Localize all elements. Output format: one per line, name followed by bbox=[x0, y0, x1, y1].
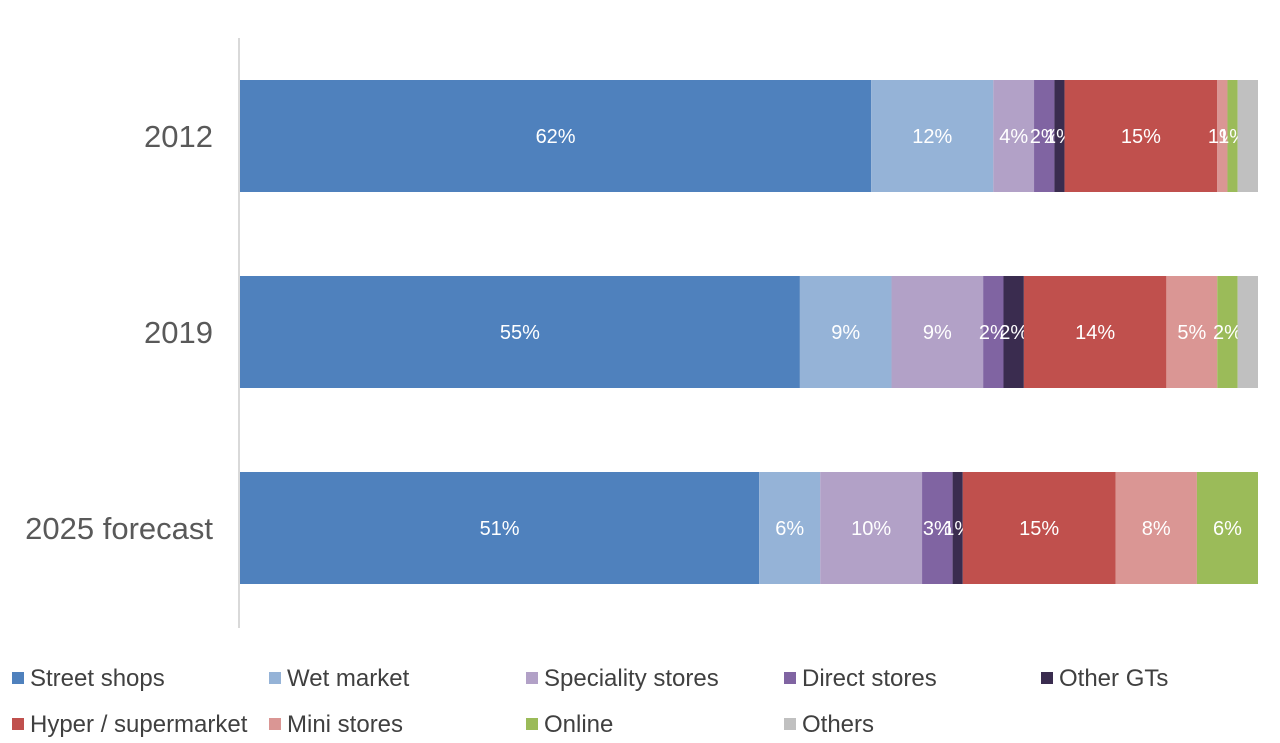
data-label-street-shops-2012: 62% bbox=[536, 126, 576, 148]
data-label-other-gts-2019: 2% bbox=[999, 322, 1028, 344]
bar-segment-speciality-stores-2019 bbox=[891, 276, 984, 388]
data-label-wet-market-2012: 12% bbox=[912, 126, 952, 148]
legend-swatch-street-shops bbox=[12, 672, 24, 684]
bar-segment-speciality-stores-2025-forecast bbox=[820, 472, 923, 584]
bar-segment-online-2025-forecast bbox=[1196, 472, 1258, 584]
data-label-speciality-stores-2019: 9% bbox=[923, 322, 952, 344]
bar-segment-other-gts-2019 bbox=[1003, 276, 1024, 388]
legend-label-mini-stores: Mini stores bbox=[287, 711, 403, 738]
data-label-wet-market-2019: 9% bbox=[831, 322, 860, 344]
bar-segment-mini-stores-2019 bbox=[1166, 276, 1218, 388]
data-label-mini-stores-2025-forecast: 8% bbox=[1142, 518, 1171, 540]
legend-label-others: Others bbox=[802, 711, 874, 738]
legend-swatch-online bbox=[526, 718, 538, 730]
bar-segment-direct-stores-2019 bbox=[983, 276, 1004, 388]
bar-segment-wet-market-2019 bbox=[799, 276, 892, 388]
bar-segment-speciality-stores-2012 bbox=[993, 80, 1035, 192]
bar-segment-street-shops-2012 bbox=[240, 80, 872, 192]
bar-segment-direct-stores-2012 bbox=[1034, 80, 1055, 192]
data-label-hyper-supermarket-2019: 14% bbox=[1075, 322, 1115, 344]
data-label-direct-stores-2019: 2% bbox=[979, 322, 1008, 344]
legend-swatch-other-gts bbox=[1041, 672, 1053, 684]
legend-label-hyper-supermarket: Hyper / supermarket bbox=[30, 711, 248, 738]
data-label-street-shops-2019: 55% bbox=[500, 322, 540, 344]
bar-segment-other-gts-2012 bbox=[1054, 80, 1065, 192]
legend-swatch-mini-stores bbox=[269, 718, 281, 730]
legend-swatch-wet-market bbox=[269, 672, 281, 684]
bar-segment-others-2019 bbox=[1237, 276, 1258, 388]
data-label-direct-stores-2012: 2% bbox=[1030, 126, 1059, 148]
legend-label-street-shops: Street shops bbox=[30, 665, 165, 692]
legend-label-speciality-stores: Speciality stores bbox=[544, 665, 719, 692]
data-label-street-shops-2025-forecast: 51% bbox=[480, 518, 520, 540]
bar-segment-wet-market-2025-forecast bbox=[759, 472, 821, 584]
data-label-hyper-supermarket-2012: 15% bbox=[1121, 126, 1161, 148]
bar-segment-mini-stores-2012 bbox=[1217, 80, 1228, 192]
legend-swatch-others bbox=[784, 718, 796, 730]
bar-area: 62% 12% 4% 2%1% 15% 1%1%55% 9% 9% 2%2% 14% 5% 2%51%… bbox=[240, 80, 1258, 584]
category-label-2012: 2012 bbox=[144, 119, 213, 154]
bar-segment-hyper-supermarket-2012 bbox=[1064, 80, 1218, 192]
bar-segment-hyper-supermarket-2019 bbox=[1023, 276, 1167, 388]
bar-segment-online-2019 bbox=[1217, 276, 1238, 388]
legend-label-online: Online bbox=[544, 711, 613, 738]
data-label-wet-market-2025-forecast: 6% bbox=[775, 518, 804, 540]
bar-segment-online-2012 bbox=[1227, 80, 1238, 192]
data-label-speciality-stores-2012: 4% bbox=[999, 126, 1028, 148]
bar-segment-street-shops-2019 bbox=[240, 276, 800, 388]
legend-label-direct-stores: Direct stores bbox=[802, 665, 937, 692]
legend-swatch-hyper-supermarket bbox=[12, 718, 24, 730]
legend-label-other-gts: Other GTs bbox=[1059, 665, 1168, 692]
bar-segment-direct-stores-2025-forecast bbox=[922, 472, 953, 584]
legend-swatch-speciality-stores bbox=[526, 672, 538, 684]
data-label-speciality-stores-2025-forecast: 10% bbox=[851, 518, 891, 540]
bar-segment-hyper-supermarket-2025-forecast bbox=[962, 472, 1116, 584]
data-label-online-2025-forecast: 6% bbox=[1213, 518, 1242, 540]
bar-segment-wet-market-2012 bbox=[871, 80, 994, 192]
bar-segment-mini-stores-2025-forecast bbox=[1115, 472, 1197, 584]
bar-segment-street-shops-2025-forecast bbox=[240, 472, 760, 584]
bar-segment-other-gts-2025-forecast bbox=[952, 472, 963, 584]
data-label-mini-stores-2019: 5% bbox=[1177, 322, 1206, 344]
category-label-2019: 2019 bbox=[144, 315, 213, 350]
legend: Street shops Wet market Speciality stores D… bbox=[12, 665, 1168, 738]
bar-segment-others-2012 bbox=[1237, 80, 1258, 192]
category-labels: 2012 2019 2025 forecast bbox=[25, 119, 213, 546]
legend-swatch-direct-stores bbox=[784, 672, 796, 684]
data-label-online-2019: 2% bbox=[1213, 322, 1242, 344]
data-label-direct-stores-2025-forecast: 3% bbox=[923, 518, 952, 540]
category-label-2025-forecast: 2025 forecast bbox=[25, 511, 213, 546]
data-label-hyper-supermarket-2025-forecast: 15% bbox=[1019, 518, 1059, 540]
legend-label-wet-market: Wet market bbox=[287, 665, 410, 692]
